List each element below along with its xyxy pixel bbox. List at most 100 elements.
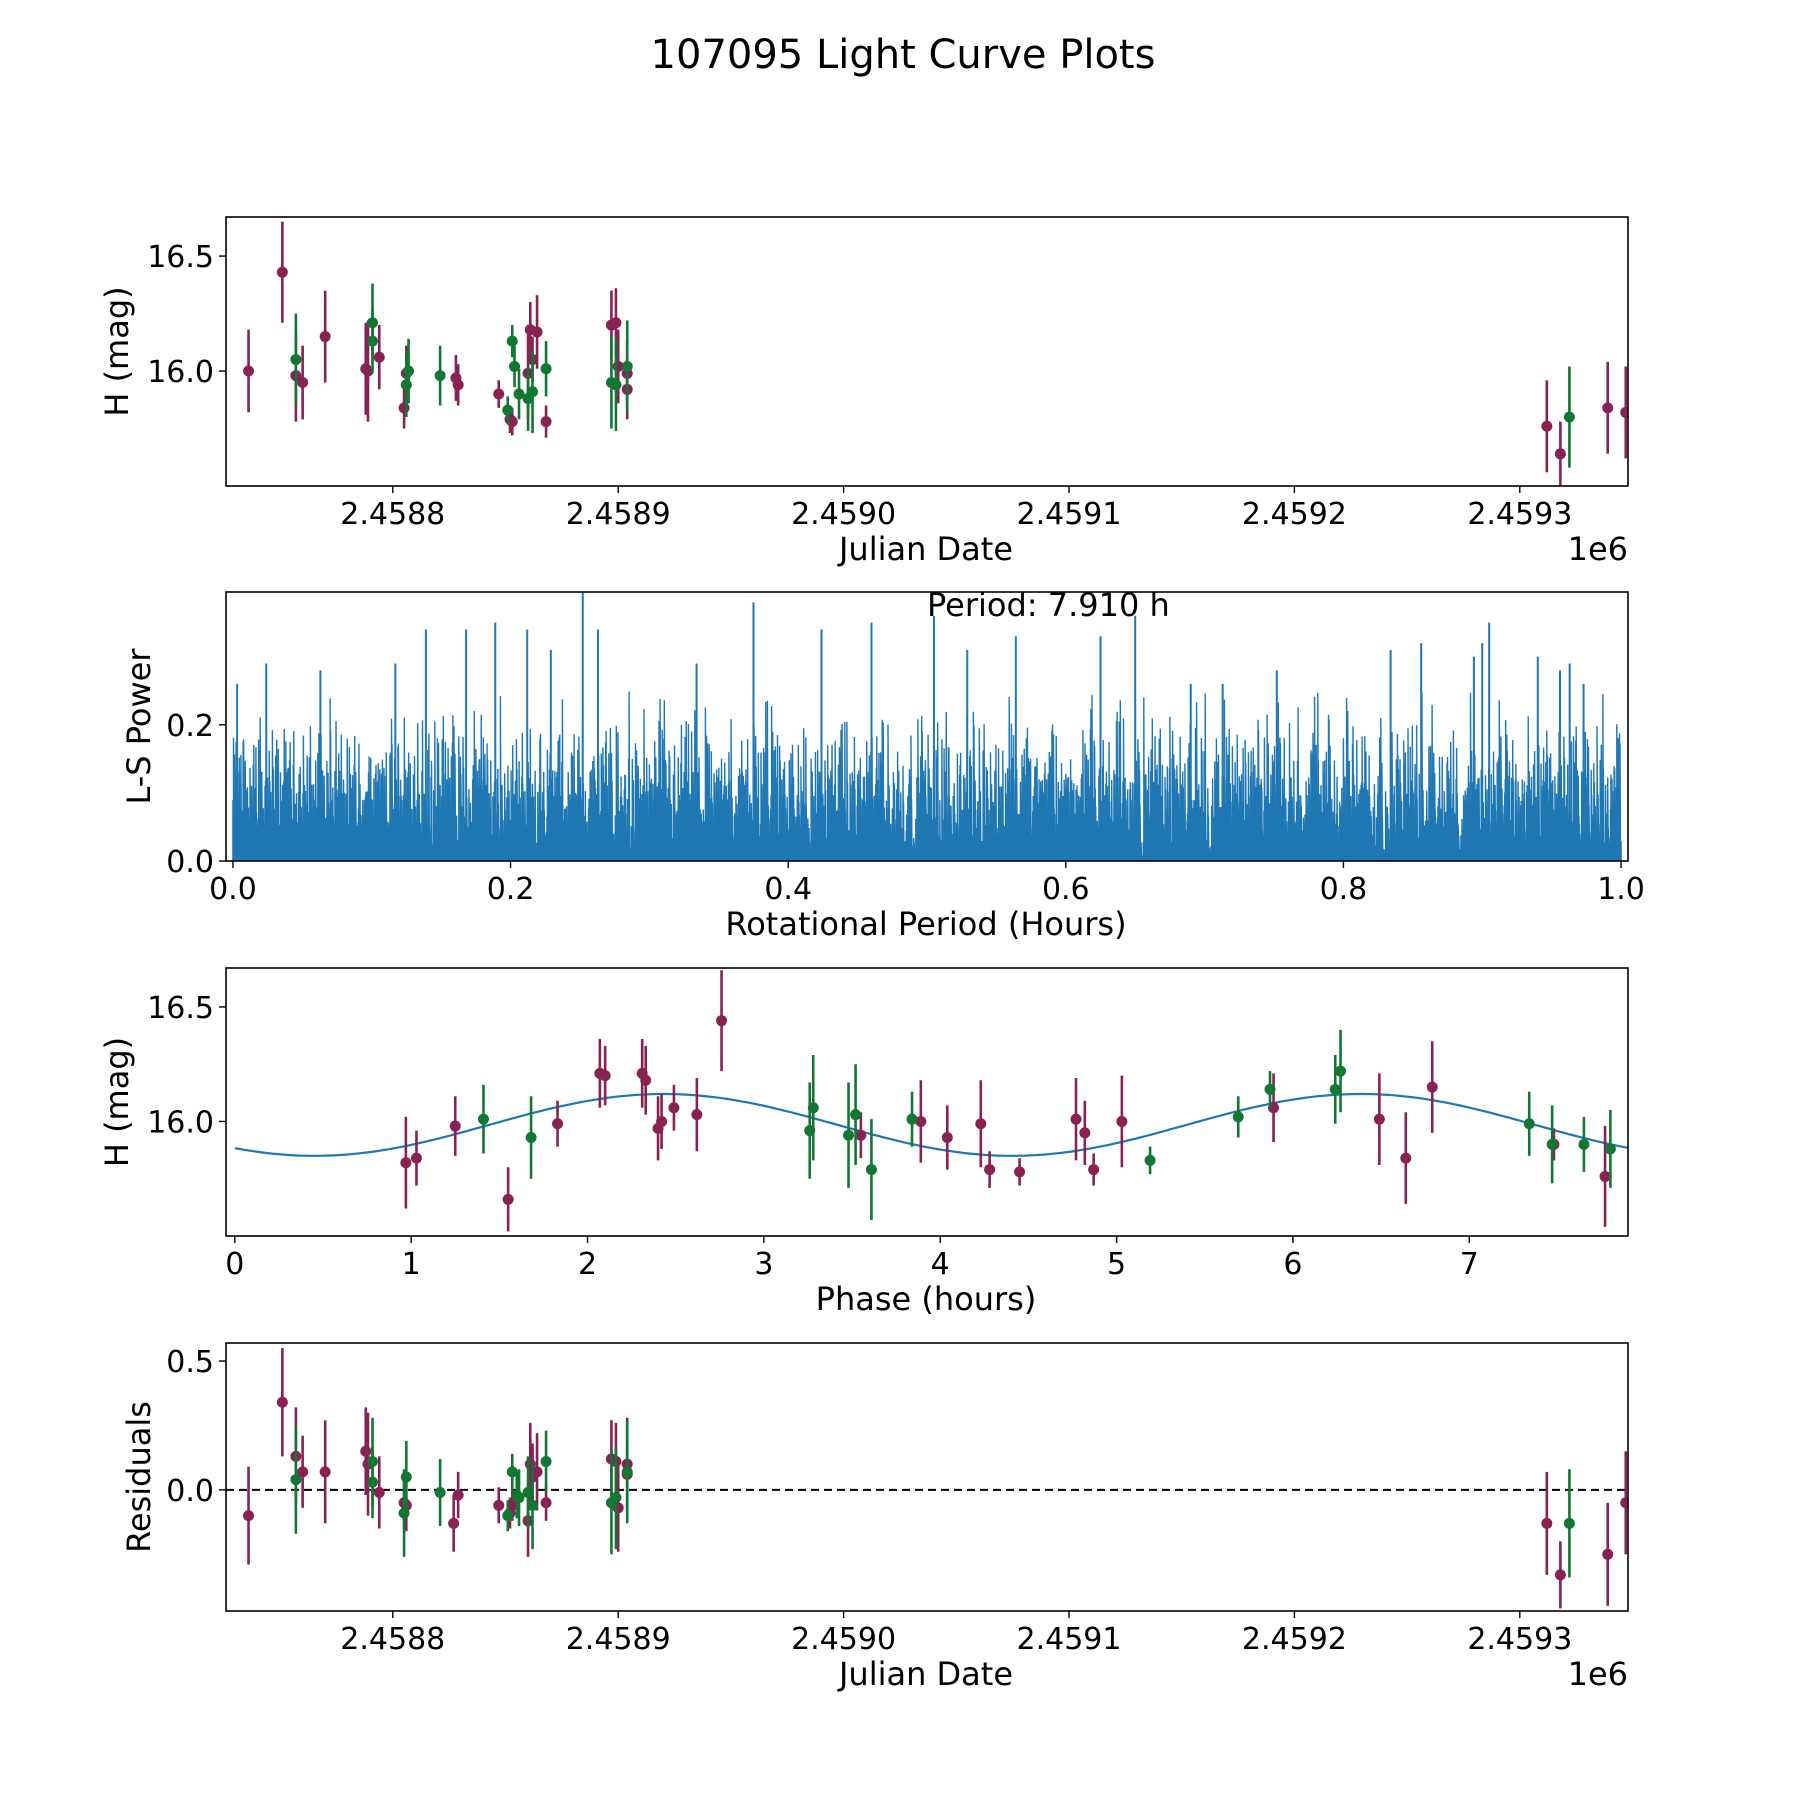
y-axis-label: H (mag) <box>98 1037 136 1167</box>
data-point <box>843 1129 855 1141</box>
plot-area-phased <box>234 970 1628 1232</box>
series-filter-a <box>243 221 1628 486</box>
data-point <box>552 1118 564 1130</box>
data-point <box>297 377 309 389</box>
data-point <box>1426 1081 1438 1093</box>
data-point <box>360 1445 372 1457</box>
axes-frame <box>225 591 1629 862</box>
y-tick-label: 16.5 <box>147 991 214 1026</box>
data-point <box>493 1499 505 1511</box>
data-point <box>448 1517 460 1529</box>
data-point <box>691 1109 703 1121</box>
axes-lightcurve: 2.4588 2.4589 2.4590 2.4591 2.4592 2.4593 16.0… <box>98 216 1629 568</box>
x-axis-label: Julian Date <box>837 530 1013 568</box>
data-point <box>855 1129 867 1141</box>
x-tick-label: 2.4590 <box>791 1622 896 1657</box>
x-tick-label: 2.4592 <box>1242 497 1347 532</box>
data-point <box>398 1507 410 1519</box>
data-point <box>400 1157 412 1169</box>
y-tick-label: 0.0 <box>166 845 214 880</box>
x-tick-label: 4 <box>931 1247 950 1282</box>
data-point <box>400 379 412 391</box>
x-tick-label: 2.4588 <box>340 1622 445 1657</box>
data-point <box>540 416 552 428</box>
x-tick-label: 7 <box>1460 1247 1479 1282</box>
data-point <box>1144 1154 1156 1166</box>
data-point <box>1335 1065 1347 1077</box>
data-point <box>915 1115 927 1127</box>
data-point <box>807 1102 819 1114</box>
x-tick-label: 0.4 <box>764 872 812 907</box>
data-point <box>506 1466 518 1478</box>
data-point <box>509 360 521 372</box>
data-point <box>290 1474 302 1486</box>
panels: 2.4588 2.4589 2.4590 2.4591 2.4592 2.4593 16.0… <box>98 216 1645 1693</box>
x-tick-label: 0.0 <box>209 872 257 907</box>
axes-residuals: 2.4588 2.4589 2.4590 2.4591 2.4592 2.4593 0.0 0… <box>120 1342 1629 1693</box>
data-point <box>367 335 379 347</box>
data-point <box>1088 1164 1100 1176</box>
data-point <box>1523 1118 1535 1130</box>
data-point <box>984 1164 996 1176</box>
x-tick-label: 2.4591 <box>1017 497 1122 532</box>
x-axis-label: Phase (hours) <box>816 1280 1037 1318</box>
x-tick-label: 0 <box>225 1247 244 1282</box>
x-tick-label: 2.4593 <box>1467 497 1572 532</box>
data-point <box>525 1132 537 1144</box>
data-point <box>403 365 415 377</box>
data-point <box>1014 1166 1026 1178</box>
y-tick-label: 0.0 <box>166 1474 214 1509</box>
data-point <box>1554 1569 1566 1581</box>
data-point <box>1079 1127 1091 1139</box>
data-point <box>1620 1497 1628 1509</box>
x-tick-label: 3 <box>754 1247 773 1282</box>
y-tick-label: 16.0 <box>147 1105 214 1140</box>
data-point <box>531 1466 543 1478</box>
data-point <box>656 1115 668 1127</box>
data-point <box>513 1492 525 1504</box>
x-tick-label: 2.4588 <box>340 497 445 532</box>
data-point <box>941 1132 953 1144</box>
series-filter-b <box>477 1029 1616 1220</box>
data-point <box>434 1486 446 1498</box>
data-point <box>531 326 543 338</box>
y-tick-label: 0.5 <box>166 1345 214 1380</box>
axes-phased: 0 1 2 3 4 5 6 7 16.0 16.5 Phase (hours) H (mag) <box>98 967 1629 1318</box>
model-fit-curve <box>234 1092 1628 1157</box>
x-tick-label: 5 <box>1107 1247 1126 1282</box>
data-point <box>1620 406 1628 418</box>
x-tick-label: 2.4589 <box>566 1622 671 1657</box>
x-offset-label: 1e6 <box>1568 1655 1628 1693</box>
data-point <box>452 379 464 391</box>
data-point <box>1578 1138 1590 1150</box>
data-point <box>449 1120 461 1132</box>
y-axis-label: H (mag) <box>98 286 136 416</box>
y-tick-label: 16.5 <box>147 240 214 275</box>
data-point <box>850 1109 862 1121</box>
data-point <box>668 1102 680 1114</box>
series-filter-b <box>290 283 1575 468</box>
data-point <box>319 331 331 343</box>
y-tick-label: 16.0 <box>147 355 214 390</box>
data-point <box>865 1164 877 1176</box>
data-point <box>400 1471 412 1483</box>
data-point <box>297 1466 309 1478</box>
data-point <box>367 1476 379 1488</box>
x-tick-label: 2.4590 <box>791 497 896 532</box>
data-point <box>1602 1548 1614 1560</box>
data-point <box>319 1466 331 1478</box>
series-filter-a <box>243 1348 1628 1609</box>
data-point <box>506 416 518 428</box>
x-tick-label: 2.4589 <box>566 497 671 532</box>
plot-area-residuals <box>226 1348 1628 1609</box>
data-point <box>1563 1517 1575 1529</box>
data-point <box>621 360 633 372</box>
axes-periodogram: Period: 7.910 h0.0 0.2 0.4 0.6 0.8 1.00.00.2R… <box>120 586 1645 943</box>
data-point <box>1599 1170 1611 1182</box>
x-offset-label: 1e6 <box>1568 530 1628 568</box>
x-tick-label: 2.4593 <box>1467 1622 1572 1657</box>
data-point <box>1329 1083 1341 1095</box>
data-point <box>506 335 518 347</box>
data-point <box>716 1015 728 1027</box>
data-point <box>1400 1152 1412 1164</box>
